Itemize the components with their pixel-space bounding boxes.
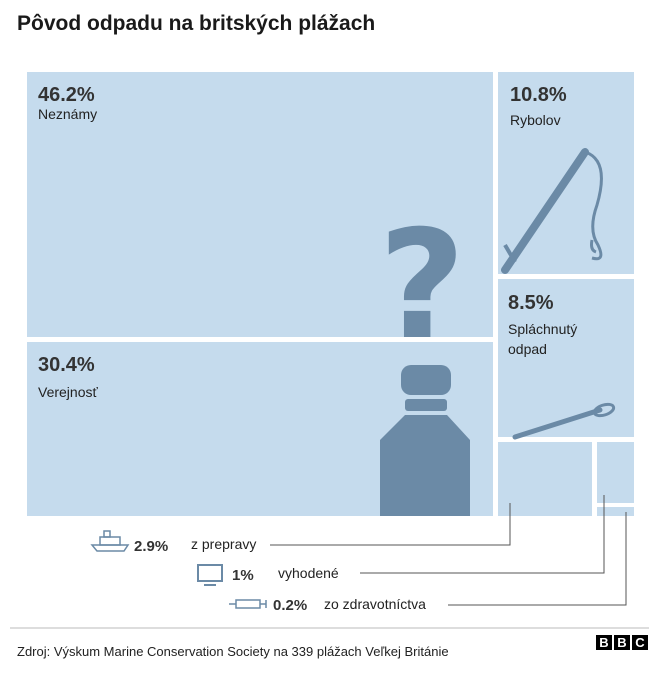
callout-label-shipping: z prepravy [191,536,256,552]
leader-shipping [270,503,511,546]
svg-text:B: B [599,635,608,650]
value-fishing: 10.8% [510,84,567,106]
tile-medical [597,507,634,516]
callout-value-shipping: 2.9% [134,538,168,555]
tile-shipping [498,442,592,516]
question-mark-icon: ? [378,199,465,373]
leader-fly-tipped [360,495,605,574]
value-flushed: 8.5% [508,292,554,314]
callout-value-medical: 0.2% [273,597,307,614]
callout-value-fly-tipped: 1% [232,567,254,584]
ship-icon [90,530,130,552]
value-public: 30.4% [38,354,95,376]
label-fishing: Rybolov [510,112,561,128]
svg-text:B: B [617,635,626,650]
callout-label-medical: zo zdravotníctva [324,596,426,612]
svg-text:?: ? [378,199,465,373]
chart-title: Pôvod odpadu na britských plážach [17,12,375,35]
tile-unknown [27,72,493,337]
leader-medical [448,512,627,606]
monitor-icon [197,564,223,586]
bbc-logo: B B C [596,635,648,650]
source-note: Zdroj: Výskum Marine Conservation Societ… [17,644,449,659]
tile-fly-tipped [597,442,634,503]
svg-text:C: C [635,635,645,650]
label-public: Verejnosť [38,384,98,400]
label-flushed-line2: odpad [508,341,547,357]
callout-label-fly-tipped: vyhodené [278,565,339,581]
bottle-icon [380,365,470,516]
label-flushed-line1: Spláchnutý [508,321,577,337]
value-unknown: 46.2% [38,84,95,106]
syringe-icon [229,599,267,609]
label-unknown: Neznámy [38,106,97,122]
fishing-rod-icon [501,148,603,274]
cotton-bud-icon [512,402,616,440]
